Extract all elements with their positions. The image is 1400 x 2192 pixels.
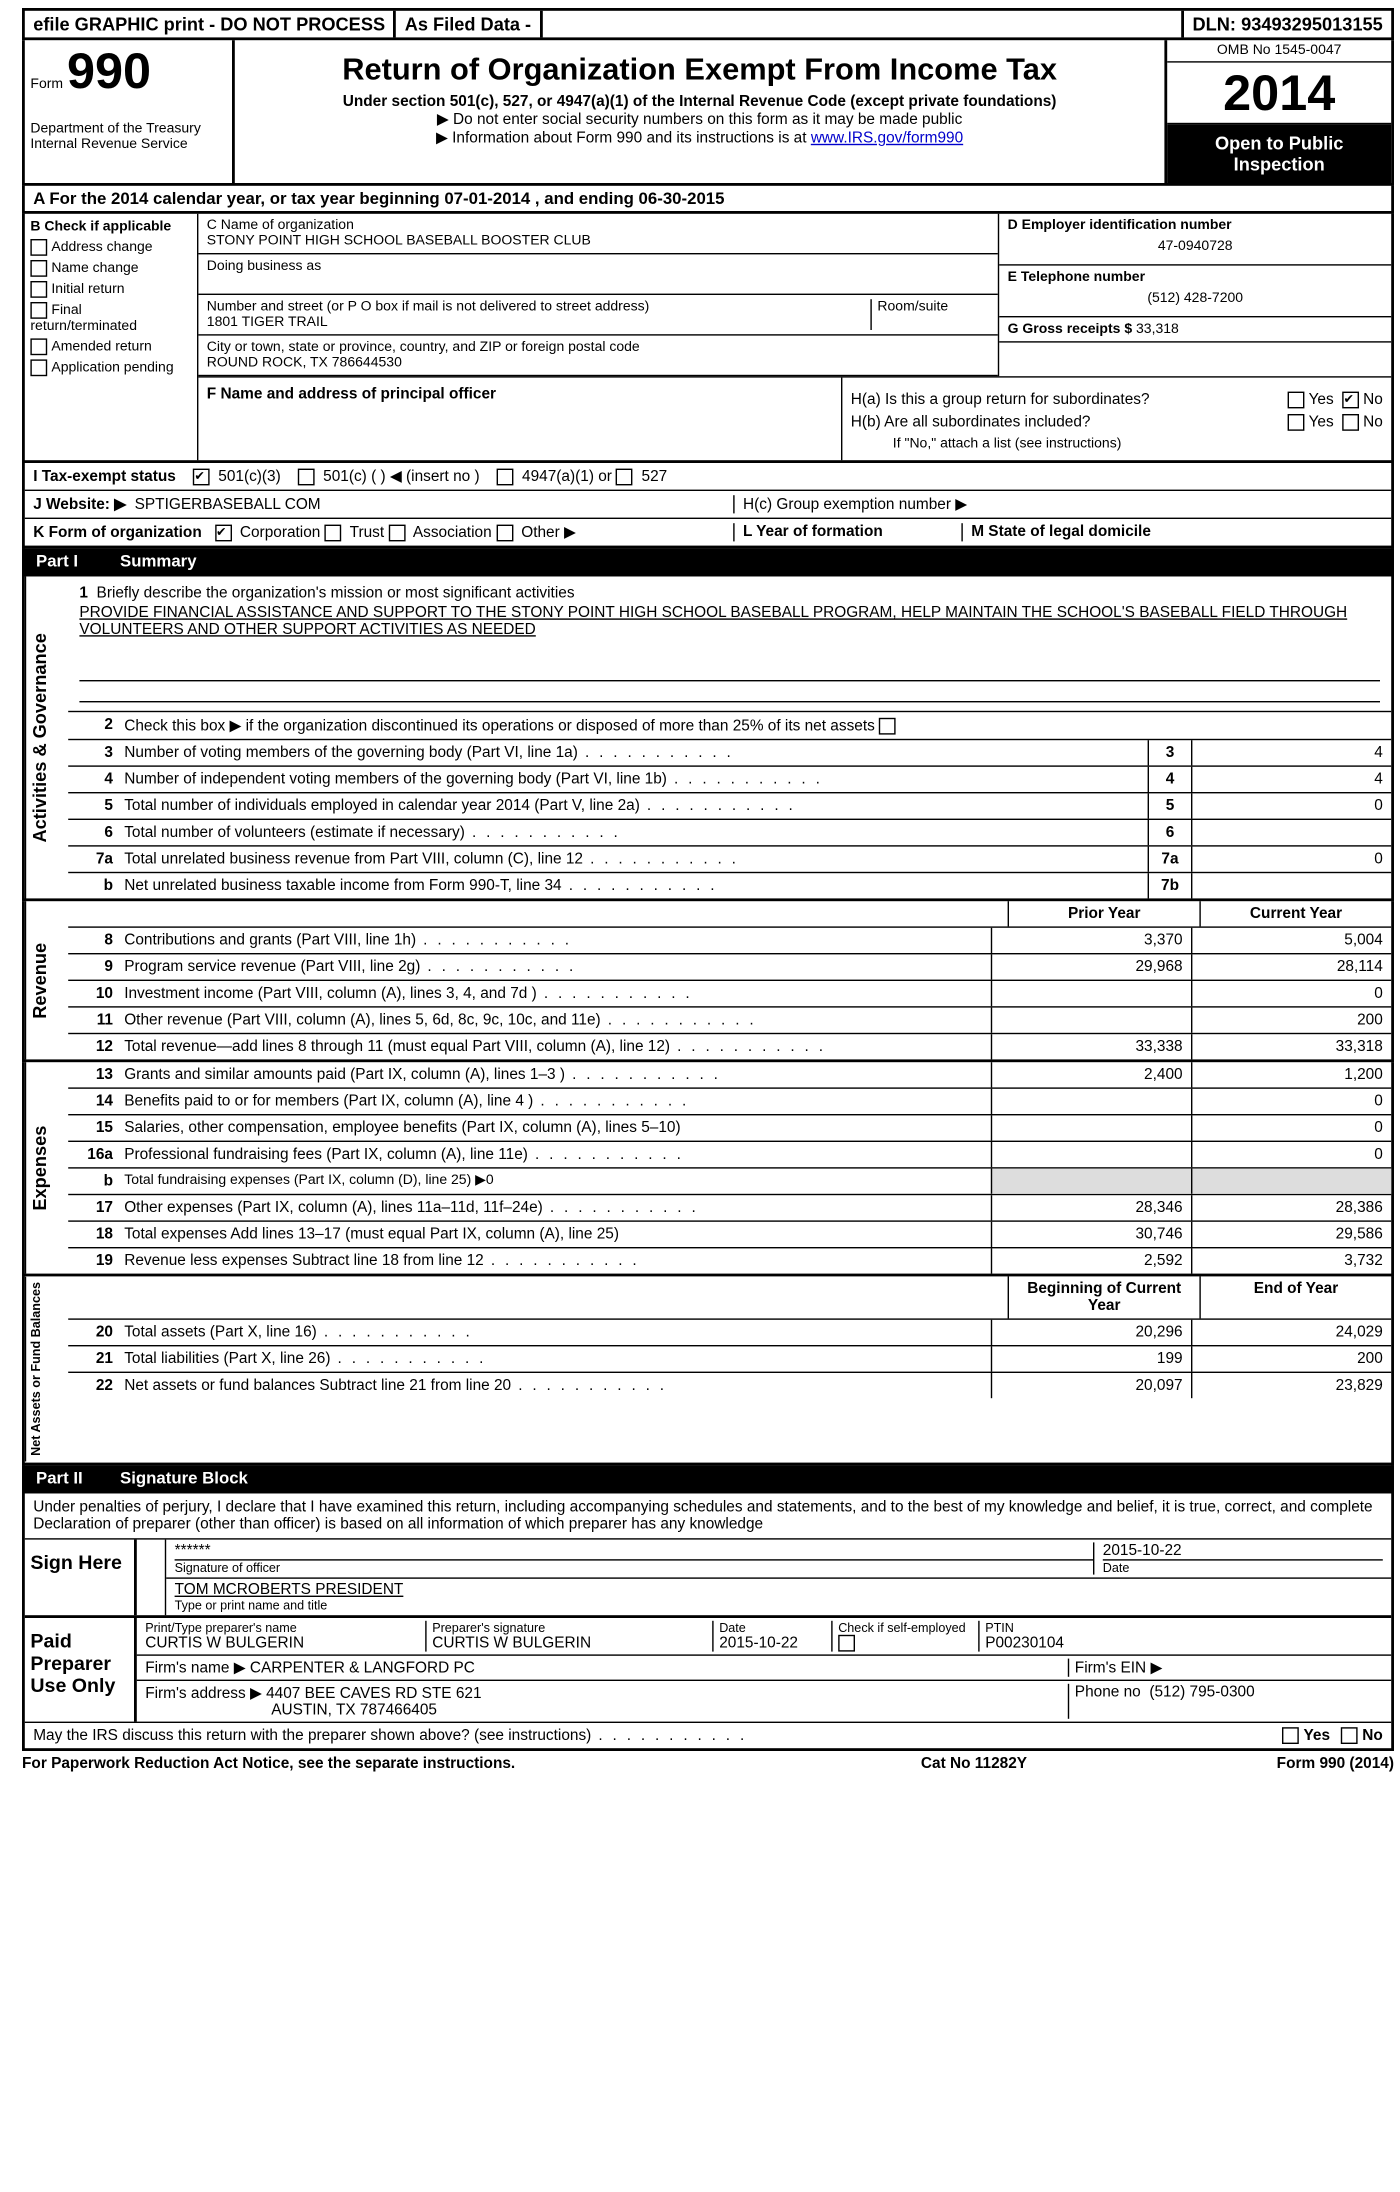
form-header: Form 990 Department of the Treasury Inte… [22, 40, 1394, 186]
cb-assoc[interactable] [388, 525, 405, 542]
cb-self-emp[interactable] [838, 1634, 855, 1651]
cb-amended[interactable] [30, 339, 47, 356]
cb-pending[interactable] [30, 360, 47, 377]
cb-hb-no[interactable] [1342, 414, 1359, 431]
cb-address-change[interactable] [30, 239, 47, 256]
cb-ha-yes[interactable] [1288, 392, 1305, 409]
form-footer: For Paperwork Reduction Act Notice, see … [22, 1751, 1394, 1776]
cb-501c[interactable] [298, 469, 315, 486]
cb-527[interactable] [616, 469, 633, 486]
cb-discuss-yes[interactable] [1283, 1727, 1300, 1744]
efile-notice: efile GRAPHIC print - DO NOT PROCESS [25, 11, 397, 38]
part-ii-header: Part II Signature Block [22, 1465, 1394, 1493]
irs-link[interactable]: www.IRS.gov/form990 [811, 130, 963, 147]
cb-line2[interactable] [879, 718, 896, 735]
header-right: OMB No 1545-0047 2014 Open to Public Ins… [1164, 40, 1391, 183]
identity-grid: B Check if applicable Address change Nam… [22, 214, 1394, 463]
col-c-org-info: C Name of organization STONY POINT HIGH … [198, 214, 997, 376]
cb-501c3[interactable] [193, 469, 210, 486]
col-b-checkboxes: B Check if applicable Address change Nam… [25, 214, 199, 460]
col-center-right: C Name of organization STONY POINT HIGH … [198, 214, 1391, 460]
cb-final-return[interactable] [30, 302, 47, 319]
cb-name-change[interactable] [30, 260, 47, 277]
header-left: Form 990 Department of the Treasury Inte… [25, 40, 235, 183]
cb-corp[interactable] [215, 525, 232, 542]
part-i-governance: Activities & Governance 1 Briefly descri… [22, 577, 1394, 902]
cb-hb-yes[interactable] [1288, 414, 1305, 431]
rows-ijk: I Tax-exempt status 501(c)(3) 501(c) ( )… [22, 463, 1394, 549]
form-990-container: efile GRAPHIC print - DO NOT PROCESS As … [22, 8, 1394, 1776]
col-right-deg: D Employer identification number 47-0940… [998, 214, 1391, 376]
cb-discuss-no[interactable] [1341, 1727, 1358, 1744]
cb-4947[interactable] [497, 469, 514, 486]
form-title: Return of Organization Exempt From Incom… [249, 51, 1151, 87]
form-number: 990 [67, 42, 151, 99]
cb-trust[interactable] [325, 525, 342, 542]
as-filed: As Filed Data - [396, 11, 542, 38]
signature-block: Under penalties of perjury, I declare th… [22, 1493, 1394, 1751]
top-bar: efile GRAPHIC print - DO NOT PROCESS As … [22, 8, 1394, 40]
cb-other[interactable] [496, 525, 513, 542]
tax-year: 2014 [1167, 63, 1391, 125]
row-h-group: H(a) Is this a group return for subordin… [842, 378, 1391, 461]
row-a-tax-year: A For the 2014 calendar year, or tax yea… [22, 186, 1394, 214]
cb-initial-return[interactable] [30, 281, 47, 298]
part-i-header: Part I Summary [22, 549, 1394, 577]
cb-ha-no[interactable] [1342, 392, 1359, 409]
part-i-net-assets: Net Assets or Fund Balances Beginning of… [22, 1277, 1394, 1465]
part-i-revenue: Revenue Prior Year Current Year 8Contrib… [22, 902, 1394, 1063]
row-f-officer: F Name and address of principal officer [198, 378, 842, 461]
part-i-expenses: Expenses 13Grants and similar amounts pa… [22, 1063, 1394, 1277]
dln: DLN: 93493295013155 [1184, 11, 1391, 38]
header-center: Return of Organization Exempt From Incom… [235, 40, 1165, 183]
